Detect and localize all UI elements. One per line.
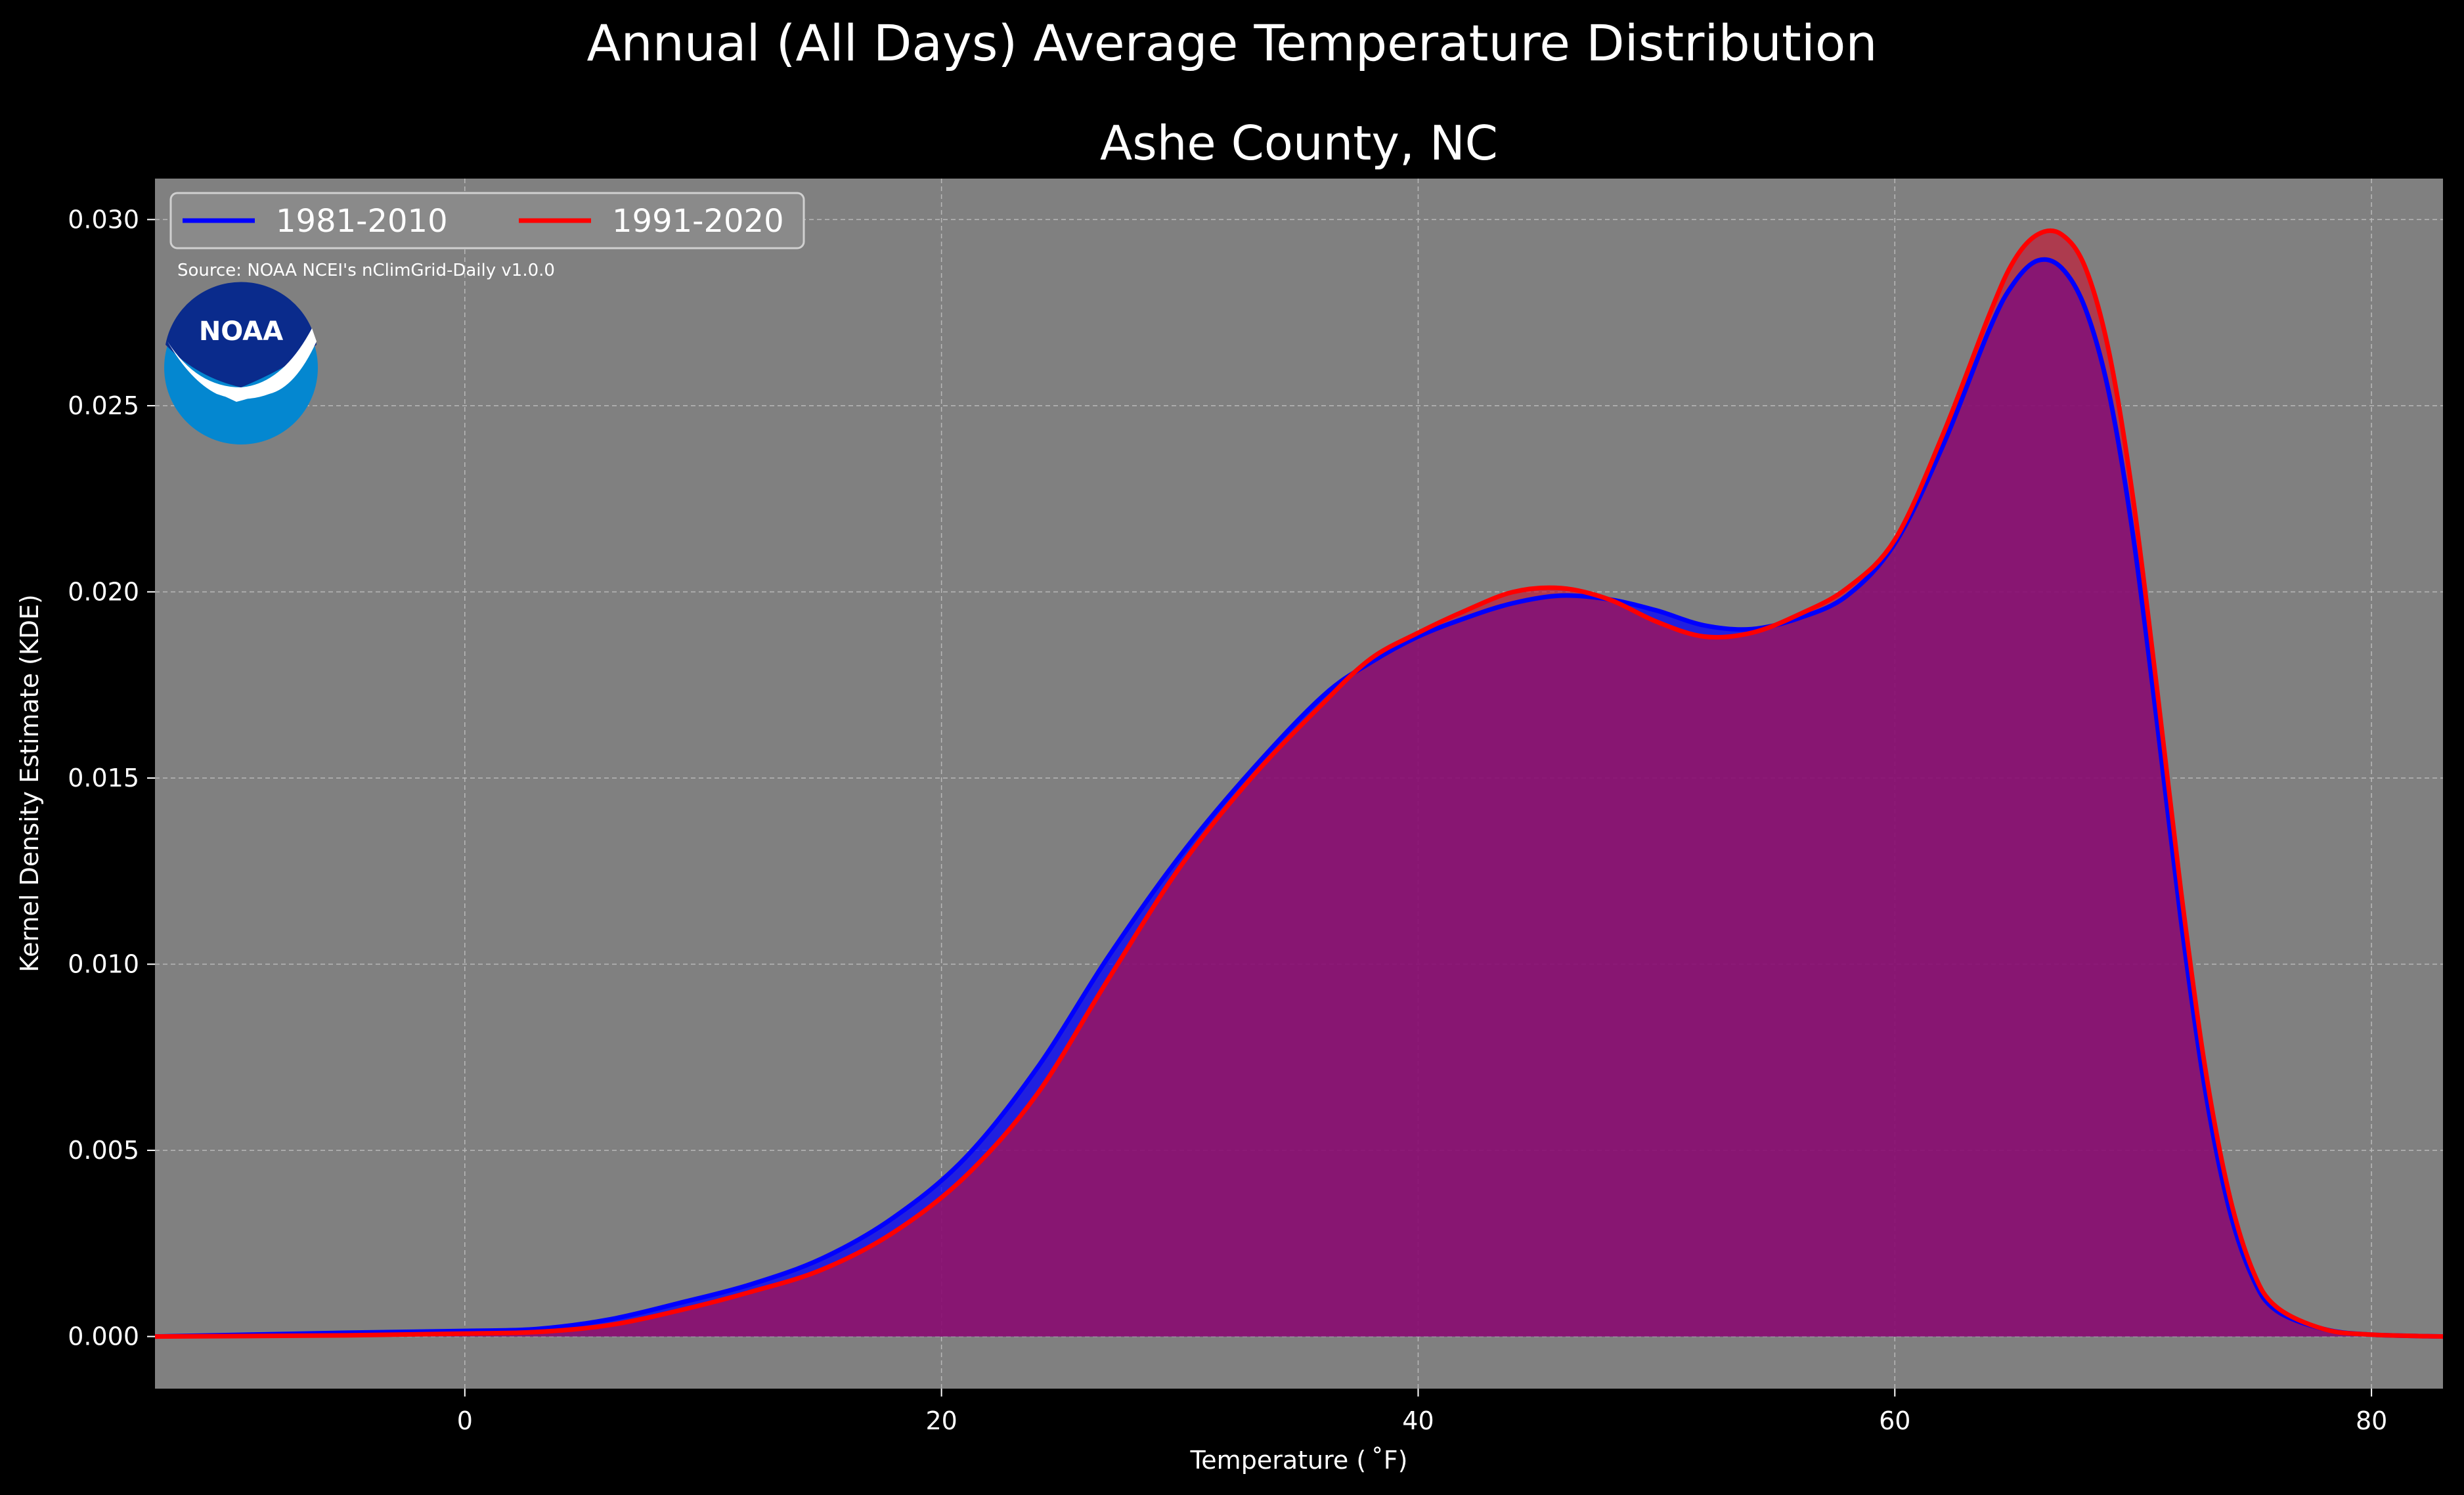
noaa-logo: NOAA: [164, 282, 318, 444]
legend: 1981-2010 1991-2020: [169, 192, 805, 249]
y-axis-label: Kernel Density Estimate (KDE): [15, 594, 44, 972]
y-tick-label: 0.000: [68, 1322, 139, 1351]
legend-label-1991-2020: 1991-2020: [612, 203, 784, 240]
y-axis-ticks: 0.000 0.005 0.010 0.015 0.020 0.025 0.030: [68, 205, 155, 1351]
line-1981-2010: [154, 257, 2444, 1339]
y-tick-label: 0.020: [68, 577, 139, 606]
y-tick-label: 0.005: [68, 1136, 139, 1165]
chart-title: Ashe County, NC: [1100, 116, 1498, 171]
area-1991-2020: [155, 230, 2443, 1337]
x-axis-label: Temperature ( ˚F): [1190, 1446, 1408, 1475]
line-1991-2020: [154, 228, 2444, 1339]
noaa-logo-text: NOAA: [199, 316, 283, 347]
series-areas: [155, 230, 2443, 1337]
noaa-bird-icon: [167, 328, 317, 399]
y-tick-label: 0.015: [68, 764, 139, 792]
legend-label-1981-2010: 1981-2010: [276, 203, 448, 240]
x-tick-label: 0: [457, 1406, 473, 1435]
y-tick-label: 0.025: [68, 391, 139, 420]
noaa-bird-tail-icon: [217, 381, 276, 402]
x-axis-ticks: 0 20 40 60 80: [457, 1389, 2387, 1435]
x-tick-label: 80: [2356, 1406, 2387, 1435]
x-tick-label: 60: [1879, 1406, 1910, 1435]
legend-box: [169, 192, 805, 249]
y-tick-label: 0.030: [68, 205, 139, 234]
noaa-logo-top: [165, 282, 317, 387]
x-tick-label: 40: [1402, 1406, 1434, 1435]
series-lines: [154, 228, 2444, 1339]
y-tick-label: 0.010: [68, 950, 139, 979]
figure-suptitle: Annual (All Days) Average Temperature Di…: [586, 14, 1877, 72]
source-annotation: Source: NOAA NCEI's nClimGrid-Daily v1.0…: [177, 261, 555, 280]
x-tick-label: 20: [925, 1406, 957, 1435]
